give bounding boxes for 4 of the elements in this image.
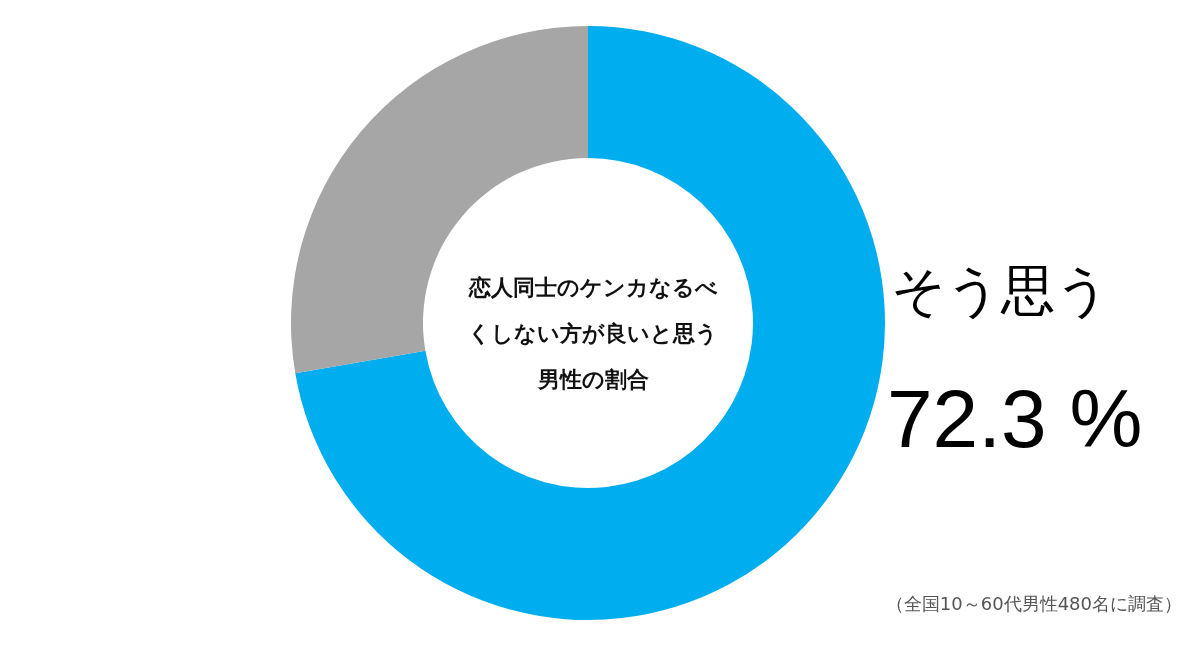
text: 恋人同士のケンカなるべくしない方が良いと思う男性の割合 — [467, 274, 718, 392]
data-label: 72.3 % — [887, 372, 1143, 464]
text: （全国10～60代男性480名に調査） — [885, 592, 1183, 614]
slice-label: そう思う — [891, 258, 1110, 322]
